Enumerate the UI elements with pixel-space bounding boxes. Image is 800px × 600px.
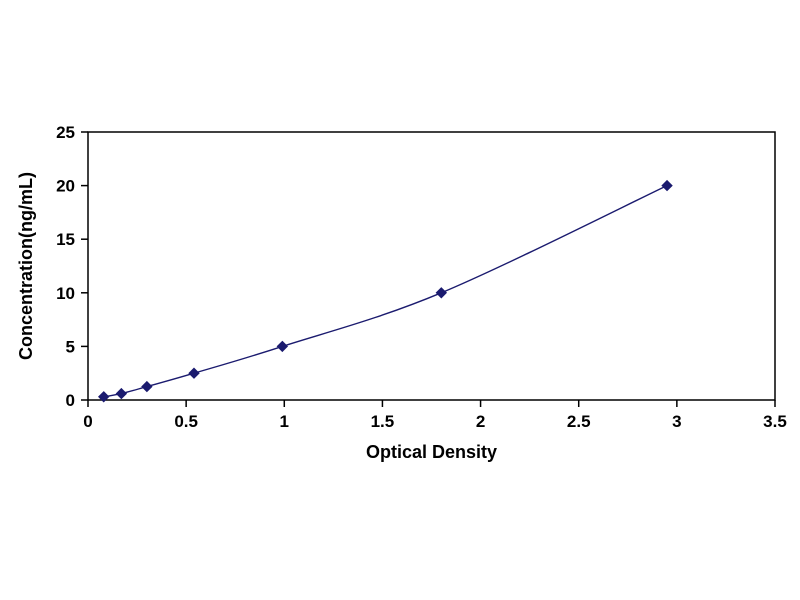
y-tick-label: 20 — [56, 177, 75, 196]
data-point-marker — [276, 340, 289, 353]
data-point-marker — [97, 391, 110, 403]
x-tick-label: 2.5 — [567, 412, 591, 431]
data-point-marker — [661, 179, 673, 192]
x-axis-title: Optical Density — [366, 442, 497, 462]
y-tick-label: 15 — [56, 230, 75, 249]
y-tick-label: 5 — [66, 337, 75, 356]
x-tick-label: 3 — [672, 412, 681, 431]
data-point-marker — [435, 287, 448, 299]
data-point-marker — [141, 380, 153, 393]
x-tick-label: 3.5 — [763, 412, 787, 431]
y-axis-title: Concentration(ng/mL) — [16, 172, 36, 360]
curve-line — [103, 184, 668, 398]
plot-border — [87, 131, 776, 401]
x-tick-label: 0 — [83, 412, 92, 431]
x-tick-label: 1 — [280, 412, 289, 431]
y-tick-label: 0 — [66, 391, 75, 410]
x-tick-label: 2 — [476, 412, 485, 431]
y-tick-label: 25 — [56, 123, 75, 142]
y-tick-label: 10 — [56, 284, 75, 303]
x-tick-label: 1.5 — [371, 412, 395, 431]
data-point-marker — [115, 387, 128, 400]
x-tick-label: 0.5 — [174, 412, 198, 431]
data-point-marker — [188, 367, 200, 379]
